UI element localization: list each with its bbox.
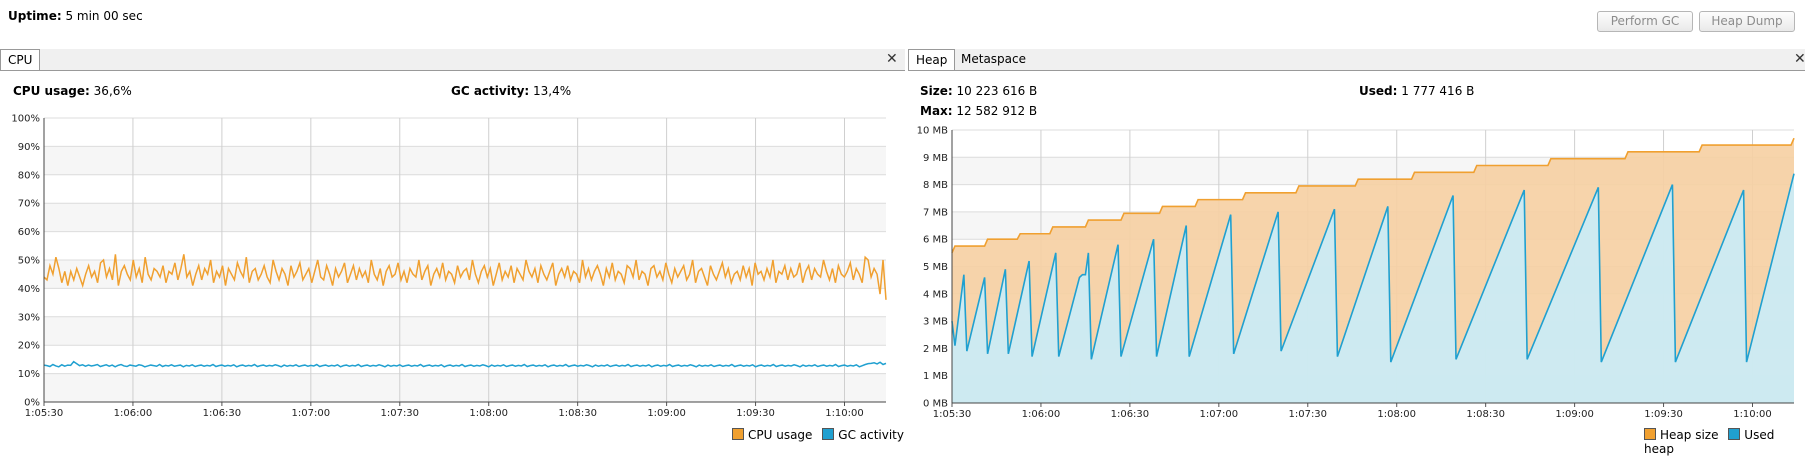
y-tick-label: 2 MB (923, 344, 948, 355)
x-tick-label: 1:06:30 (203, 408, 242, 419)
perform-gc-button[interactable]: Perform GC (1597, 11, 1693, 32)
cpu-usage-swatch (732, 428, 744, 440)
heap-size-stat: Size: 10 223 616 B (920, 84, 1037, 98)
x-tick-label: 1:07:30 (380, 408, 419, 419)
legend-heap-size: Heap size (1644, 428, 1718, 442)
heap-legend: Heap size Used heap (1644, 428, 1805, 456)
y-tick-label: 20% (18, 341, 40, 352)
legend-gc-activity-label: GC activity (838, 428, 904, 442)
y-tick-label: 0 MB (923, 399, 948, 410)
x-tick-label: 1:10:00 (825, 408, 864, 419)
heap-size-label: Size: (920, 84, 953, 98)
heap-size-value: 10 223 616 B (956, 84, 1038, 98)
legend-cpu-usage: CPU usage (732, 428, 812, 442)
plot-band (44, 203, 886, 232)
plot-band (44, 231, 886, 260)
plot-band (44, 316, 886, 346)
x-tick-label: 1:09:00 (647, 408, 686, 419)
x-tick-label: 1:09:30 (1644, 409, 1683, 420)
y-tick-label: 1 MB (923, 371, 948, 382)
y-tick-label: 10% (18, 369, 40, 380)
heap-max-label: Max: (920, 104, 953, 118)
x-tick-label: 1:08:30 (558, 408, 597, 419)
gc-activity-line (43, 360, 887, 368)
legend-cpu-usage-label: CPU usage (748, 428, 813, 442)
used-heap-area (952, 173, 1794, 403)
heap-size-line (951, 137, 1795, 254)
heap-chart: 0 MB 1 MB 2 MB 3 MB 4 MB 5 MB 6 MB 7 MB 8 MB 9 MB… (917, 126, 1795, 420)
memory-close-icon[interactable]: ✕ (1794, 51, 1805, 67)
x-tick-label: 1:08:00 (469, 408, 508, 419)
y-tick-label: 70% (18, 199, 40, 210)
x-tick-label: 1:05:30 (933, 409, 972, 420)
plot-band (44, 373, 886, 402)
used-heap-stat: Used: 1 777 416 B (1359, 84, 1474, 98)
gc-activity-label: GC activity: (451, 84, 530, 98)
cpu-usage-label: CPU usage: (13, 84, 90, 98)
x-tick-label: 1:05:30 (25, 408, 64, 419)
x-tick-label: 1:07:00 (292, 408, 331, 419)
plot-band (44, 345, 886, 374)
used-heap-swatch (1728, 428, 1741, 440)
heap-size-swatch (1644, 428, 1656, 440)
y-tick-label: 30% (18, 312, 40, 323)
y-tick-label: 7 MB (923, 207, 948, 218)
y-tick-label: 3 MB (923, 317, 948, 328)
y-tick-label: 5 MB (923, 262, 948, 273)
gc-activity-swatch (822, 428, 835, 440)
plot-band (44, 118, 886, 147)
x-tick-label: 1:07:30 (1288, 409, 1327, 420)
y-tick-label: 0% (24, 398, 40, 409)
y-tick-label: 40% (18, 284, 40, 295)
legend-gc-activity: GC activity (822, 428, 904, 442)
used-heap-value: 1 777 416 B (1401, 84, 1475, 98)
x-tick-label: 1:07:00 (1200, 409, 1239, 420)
cpu-usage-value: 36,6% (93, 84, 132, 98)
plot-band (44, 146, 886, 175)
x-tick-label: 1:06:00 (1022, 409, 1061, 420)
uptime-label: Uptime: (8, 9, 62, 23)
x-tick-label: 1:08:30 (1466, 409, 1505, 420)
x-tick-label: 1:08:00 (1377, 409, 1416, 420)
heap-max-value: 12 582 912 B (956, 104, 1038, 118)
uptime-value: 5 min 00 sec (65, 9, 143, 23)
tab-cpu[interactable]: CPU (0, 49, 41, 70)
y-tick-label: 10 MB (917, 126, 949, 137)
cpu-close-icon[interactable]: ✕ (886, 51, 898, 67)
cpu-chart: 0% 10% 20% 30% 40% 50% 60% 70% 80% 90% 100% 1:05:30… (11, 114, 887, 419)
cpu-usage-line (43, 254, 887, 300)
tab-metaspace[interactable]: Metaspace (961, 52, 1026, 66)
x-tick-label: 1:09:30 (736, 408, 775, 419)
legend-heap-size-label: Heap size (1660, 428, 1719, 442)
y-tick-label: 80% (18, 170, 40, 181)
y-tick-label: 9 MB (923, 153, 948, 164)
x-tick-label: 1:06:00 (114, 408, 153, 419)
cpu-tab-bar: CPU ✕ (0, 49, 905, 71)
heap-max-stat: Max: 12 582 912 B (920, 104, 1037, 118)
plot-band (44, 174, 886, 204)
y-tick-label: 50% (18, 256, 40, 267)
plot-band (44, 260, 886, 289)
y-tick-label: 8 MB (923, 180, 948, 191)
gc-activity-stat: GC activity: 13,4% (451, 84, 571, 98)
y-tick-label: 90% (18, 142, 40, 153)
x-tick-label: 1:09:00 (1555, 409, 1594, 420)
used-heap-label: Used: (1359, 84, 1398, 98)
y-tick-label: 60% (18, 227, 40, 238)
cpu-usage-stat: CPU usage: 36,6% (13, 84, 132, 98)
gc-activity-value: 13,4% (533, 84, 572, 98)
uptime: Uptime: 5 min 00 sec (8, 9, 143, 23)
memory-tab-bar: Heap Metaspace ✕ (908, 49, 1805, 71)
cpu-legend: CPU usage GC activity (732, 428, 904, 442)
y-tick-label: 4 MB (923, 289, 948, 300)
y-tick-label: 6 MB (923, 235, 948, 246)
y-tick-label: 100% (11, 114, 40, 125)
x-tick-label: 1:10:00 (1733, 409, 1772, 420)
used-heap-line (951, 173, 1795, 363)
x-tick-label: 1:06:30 (1111, 409, 1150, 420)
plot-band (44, 288, 886, 317)
heap-dump-button[interactable]: Heap Dump (1699, 11, 1795, 32)
tab-heap[interactable]: Heap (908, 49, 956, 70)
